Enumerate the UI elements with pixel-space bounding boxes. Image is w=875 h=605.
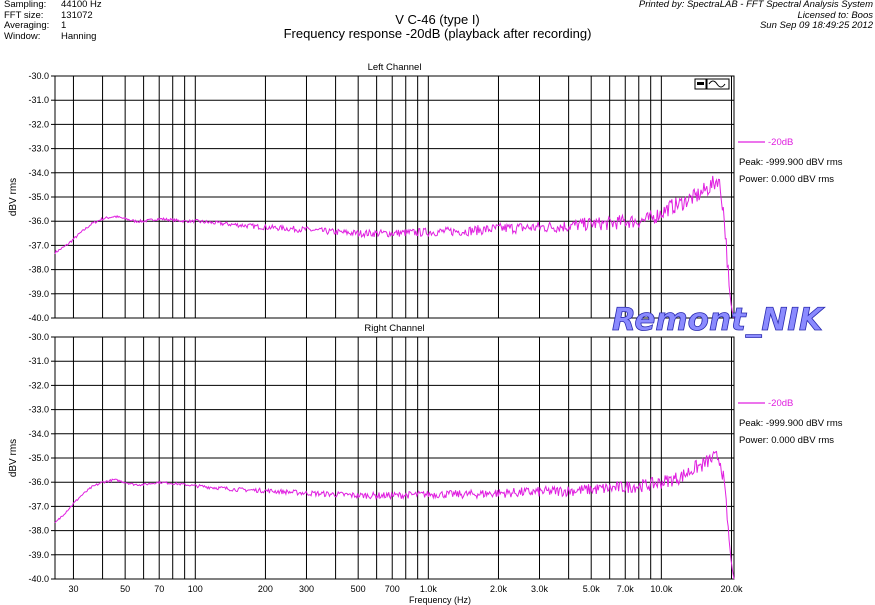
legend-power: Power: 0.000 dBV rms — [739, 435, 834, 446]
printed-by-text: Printed by: SpectraLAB - FFT Spectral An… — [638, 0, 873, 10]
y-tick-label: -31.0 — [28, 95, 49, 105]
y-tick-label: -35.0 — [28, 453, 49, 463]
x-tick-label: 700 — [385, 584, 400, 594]
right-channel-panel: -30.0 -31.0 -32.0 -33.0 -34.0 -35.0 -36.0 -37.0… — [8, 323, 843, 584]
waveform-icon-wave — [708, 80, 726, 88]
legend-power: Power: 0.000 dBV rms — [739, 174, 834, 185]
legend-entry: -20dB — [768, 398, 793, 409]
info-key-averaging: Averaging: — [4, 20, 50, 31]
y-tick-label: -31.0 — [28, 356, 49, 366]
info-value-fft-size: 131072 — [61, 9, 93, 21]
datetime-text: Sun Sep 09 18:49:25 2012 — [759, 20, 873, 31]
x-tick-label: 1.0k — [420, 584, 438, 594]
channel-title: Left Channel — [368, 62, 422, 73]
info-key-sampling: Sampling: — [4, 0, 47, 10]
y-tick-label: -40.0 — [28, 574, 49, 584]
y-tick-label: -37.0 — [28, 240, 49, 250]
legend-entry: -20dB — [768, 137, 793, 148]
info-value-window: Hanning — [61, 30, 97, 42]
chart-title: V C-46 (type I) — [395, 12, 480, 27]
y-tick-label: -37.0 — [28, 501, 49, 511]
y-tick-label: -30.0 — [28, 332, 49, 342]
y-tick-label: -34.0 — [28, 168, 49, 178]
measurement-info-values: 44100 Hz 131072 1 Hanning — [61, 0, 102, 42]
legend-peak: Peak: -999.900 dBV rms — [739, 418, 843, 429]
y-tick-label: -33.0 — [28, 144, 49, 154]
y-tick-label: -38.0 — [28, 526, 49, 536]
x-axis-label: Frequency (Hz) — [409, 595, 471, 605]
x-tick-label: 300 — [299, 584, 314, 594]
x-tick-label: 500 — [351, 584, 366, 594]
info-value-averaging: 1 — [61, 20, 67, 31]
frequency-axis-ticks: 30 50 70 100 200 300 500 700 1.0k 2.0k 3.0k 5.0k 7.0… — [68, 584, 743, 594]
info-key-fft-size: FFT size: — [4, 9, 44, 21]
y-axis-label: dBV rms — [8, 439, 19, 477]
info-key-window: Window: — [4, 30, 41, 42]
x-tick-label: 20.0k — [720, 584, 743, 594]
licensed-text: Licensed to: Boos — [797, 9, 873, 21]
x-tick-label: 30 — [68, 584, 78, 594]
printer-icon-slot — [697, 82, 704, 85]
toolbar-icons[interactable] — [694, 78, 730, 90]
series-line-20db — [54, 175, 735, 319]
left-channel-panel: -30.0 -31.0 -32.0 -33.0 -34.0 -35.0 -36.0 -37.0… — [8, 62, 843, 323]
printed-by-block: Printed by: SpectraLAB - FFT Spectral An… — [639, 0, 873, 32]
info-value-sampling: 44100 Hz — [61, 0, 102, 10]
x-tick-label: 200 — [258, 584, 273, 594]
y-tick-label: -33.0 — [28, 405, 49, 415]
x-tick-label: 3.0k — [531, 584, 549, 594]
y-tick-label: -32.0 — [28, 380, 49, 390]
channel-title: Right Channel — [364, 323, 424, 334]
y-axis-label: dBV rms — [8, 178, 19, 216]
watermark-text: Remont_NIK — [612, 302, 825, 338]
x-tick-label: 10.0k — [650, 584, 673, 594]
y-tick-label: -39.0 — [28, 289, 49, 299]
x-tick-label: 50 — [120, 584, 130, 594]
x-tick-label: 5.0k — [583, 584, 601, 594]
x-tick-label: 2.0k — [490, 584, 508, 594]
y-tick-label: -39.0 — [28, 550, 49, 560]
y-tick-label: -38.0 — [28, 265, 49, 275]
y-tick-label: -36.0 — [28, 477, 49, 487]
y-tick-label: -35.0 — [28, 192, 49, 202]
x-tick-label: 100 — [188, 584, 203, 594]
waveform-icon[interactable] — [706, 78, 730, 90]
y-tick-label: -34.0 — [28, 429, 49, 439]
y-tick-label: -40.0 — [28, 313, 49, 323]
legend-peak: Peak: -999.900 dBV rms — [739, 157, 843, 168]
y-tick-label: -30.0 — [28, 71, 49, 81]
x-tick-label: 70 — [154, 584, 164, 594]
measurement-info-keys: Sampling: FFT size: Averaging: Window: — [4, 0, 49, 42]
x-tick-label: 7.0k — [617, 584, 635, 594]
series-line-20db — [54, 450, 735, 580]
y-tick-label: -32.0 — [28, 119, 49, 129]
chart-subtitle: Frequency response -20dB (playback after… — [283, 26, 592, 41]
y-tick-label: -36.0 — [28, 216, 49, 226]
